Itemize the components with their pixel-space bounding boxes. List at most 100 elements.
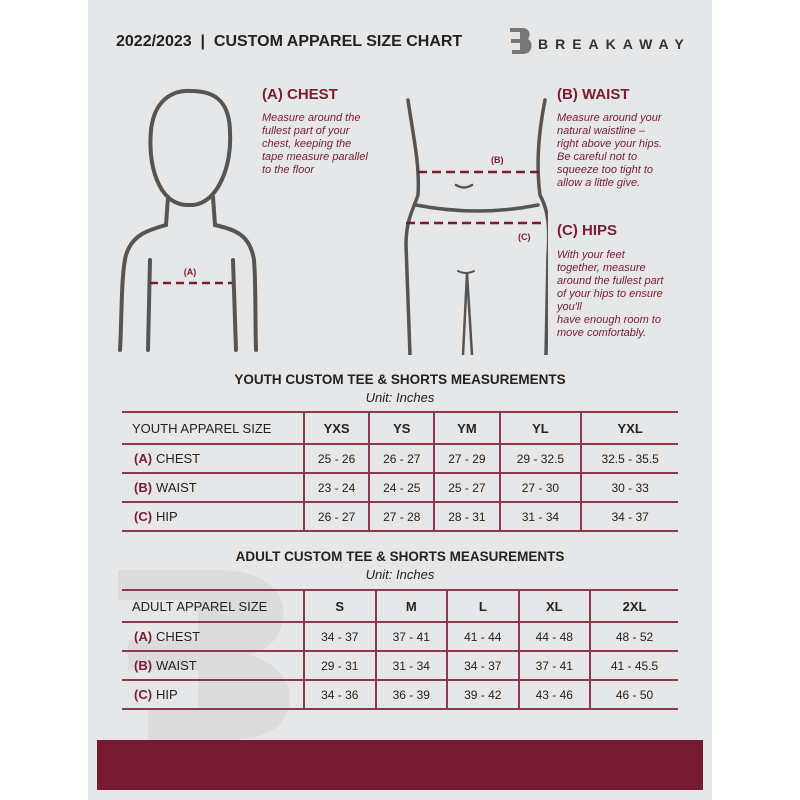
table-cell: 27 - 29 — [433, 444, 500, 474]
brand-logo-icon — [510, 28, 532, 54]
table-cell: M — [374, 590, 448, 623]
hips-description: With your feet together, measure around th… — [557, 249, 663, 340]
table-cell: 26 - 27 — [368, 444, 435, 474]
table-cell: 30 - 33 — [580, 473, 678, 503]
table-cell: YL — [498, 412, 582, 445]
table-cell: 25 - 26 — [302, 444, 370, 474]
table-cell: 27 - 28 — [368, 502, 435, 532]
table-cell: 31 - 34 — [374, 651, 448, 681]
table-row: (C) HIP 26 - 27 27 - 28 28 - 31 31 - 34 34 - 3… — [122, 502, 678, 532]
table-cell: L — [446, 590, 519, 623]
cell-text: (B) — [134, 480, 153, 495]
table-cell: 28 - 31 — [433, 502, 500, 532]
table-cell: XL — [517, 590, 591, 623]
youth-unit: Unit: Inches — [365, 390, 435, 405]
table-cell: YXL — [580, 412, 678, 445]
footer-band — [97, 740, 703, 790]
description-line: Measure around your — [557, 112, 662, 124]
description-line: of your hips to ensure — [557, 288, 663, 300]
cell-text: (A) — [134, 451, 153, 466]
table-cell: 34 - 37 — [580, 502, 678, 532]
cell-text: (B) — [134, 658, 153, 673]
description-line: together, measure — [557, 262, 646, 274]
table-cell: (B) WAIST — [122, 473, 304, 503]
table-cell: (A) CHEST — [122, 622, 304, 652]
table-cell: 36 - 39 — [374, 680, 448, 710]
table-row: (C) HIP 34 - 36 36 - 39 39 - 42 43 - 46 46 - 5… — [122, 680, 678, 710]
description-line: around the fullest part — [557, 275, 664, 287]
table-cell: 27 - 30 — [498, 473, 582, 503]
table-cell: 29 - 31 — [303, 651, 376, 681]
table-cell: 43 - 46 — [517, 680, 591, 710]
table-cell: 44 - 48 — [517, 622, 591, 652]
description-line: With your feet — [557, 249, 625, 261]
description-line: squeeze too tight to — [557, 164, 654, 176]
table-cell: 34 - 37 — [303, 622, 376, 652]
adult-table-title: ADULT CUSTOM TEE & SHORTS MEASUREMENTS — [235, 549, 565, 564]
table-row: (B) WAIST 29 - 31 31 - 34 34 - 37 37 - 41 41 -… — [122, 651, 678, 681]
cell-text: WAIST — [156, 658, 197, 673]
table-row: (A) CHEST 34 - 37 37 - 41 41 - 44 44 - 48 48 -… — [122, 622, 678, 652]
table-cell: 29 - 32.5 — [498, 444, 582, 474]
waist-marker: (B) — [491, 155, 504, 165]
cell-text: (C) — [134, 687, 153, 702]
table-cell: 41 - 45.5 — [589, 651, 678, 681]
table-cell: 24 - 25 — [368, 473, 435, 503]
cell-text: WAIST — [156, 480, 197, 495]
table-cell: (C) HIP — [122, 680, 304, 710]
table-row: (A) CHEST 25 - 26 26 - 27 27 - 29 29 - 32.5 32… — [122, 444, 678, 474]
cell-text: HIP — [156, 687, 178, 702]
table-cell: YM — [433, 412, 500, 445]
table-cell: YOUTH APPAREL SIZE — [122, 412, 304, 445]
description-line: right above your hips. — [557, 138, 663, 150]
table-cell: (C) HIP — [122, 502, 304, 532]
table-cell: ADULT APPAREL SIZE — [122, 590, 304, 623]
table-cell: 25 - 27 — [433, 473, 500, 503]
hips-heading: (C) HIPS — [557, 222, 617, 239]
youth-table-title: YOUTH CUSTOM TEE & SHORTS MEASUREMENTS — [234, 372, 566, 387]
table-cell: (B) WAIST — [122, 651, 304, 681]
table-cell: 34 - 37 — [446, 651, 519, 681]
table-cell: 48 - 52 — [589, 622, 678, 652]
table-cell: 37 - 41 — [374, 622, 448, 652]
lower-body-illustration: (B) (C) — [404, 98, 548, 355]
table-header-row: YOUTH APPAREL SIZE YXS YS YM YL YXL — [122, 412, 678, 445]
table-cell: 26 - 27 — [302, 502, 370, 532]
description-line: move comfortably. — [557, 327, 647, 339]
description-line: tape measure parallel — [262, 151, 368, 163]
cell-text: HIP — [156, 509, 178, 524]
chest-description: Measure around the fullest part of your ch… — [262, 112, 368, 177]
table-cell: (A) CHEST — [122, 444, 304, 474]
table-cell: 37 - 41 — [517, 651, 591, 681]
youth-size-table: YOUTH APPAREL SIZE YXS YS YM YL YXL (A) CHEST 2… — [122, 411, 678, 532]
description-line: have enough room to — [557, 314, 661, 326]
description-line: fullest part of your — [262, 125, 350, 137]
hips-marker: (C) — [518, 232, 531, 242]
description-line: natural waistline – — [557, 125, 646, 137]
chest-marker: (A) — [184, 267, 197, 277]
table-cell: 39 - 42 — [446, 680, 519, 710]
page-title: 2022/2023 | CUSTOM APPAREL SIZE CHART — [116, 33, 463, 50]
adult-size-table: ADULT APPAREL SIZE S M L XL 2XL (A) CHEST 34 - … — [122, 589, 678, 710]
description-line: Be careful not to — [557, 151, 638, 163]
table-cell: 34 - 36 — [303, 680, 376, 710]
cell-text: (A) — [134, 629, 153, 644]
description-line: allow a little give. — [557, 177, 641, 189]
table-cell: 32.5 - 35.5 — [580, 444, 678, 474]
description-line: to the floor — [262, 164, 314, 176]
cell-text: CHEST — [156, 629, 201, 644]
cell-text: CHEST — [156, 451, 201, 466]
table-header-row: ADULT APPAREL SIZE S M L XL 2XL — [122, 590, 678, 623]
table-row: (B) WAIST 23 - 24 24 - 25 25 - 27 27 - 30 30 -… — [122, 473, 678, 503]
table-cell: S — [303, 590, 376, 623]
table-cell: 41 - 44 — [446, 622, 519, 652]
cell-text: (C) — [134, 509, 153, 524]
brand-name: BREAKAWAY — [538, 36, 691, 52]
size-chart-page: 2022/2023 | CUSTOM APPAREL SIZE CHART BR… — [88, 0, 712, 800]
description-line: you'll — [557, 301, 582, 313]
table-cell: 46 - 50 — [589, 680, 678, 710]
table-cell: 31 - 34 — [498, 502, 582, 532]
table-cell: 2XL — [589, 590, 678, 623]
table-cell: 23 - 24 — [302, 473, 370, 503]
upper-body-illustration: (A) — [118, 88, 258, 352]
